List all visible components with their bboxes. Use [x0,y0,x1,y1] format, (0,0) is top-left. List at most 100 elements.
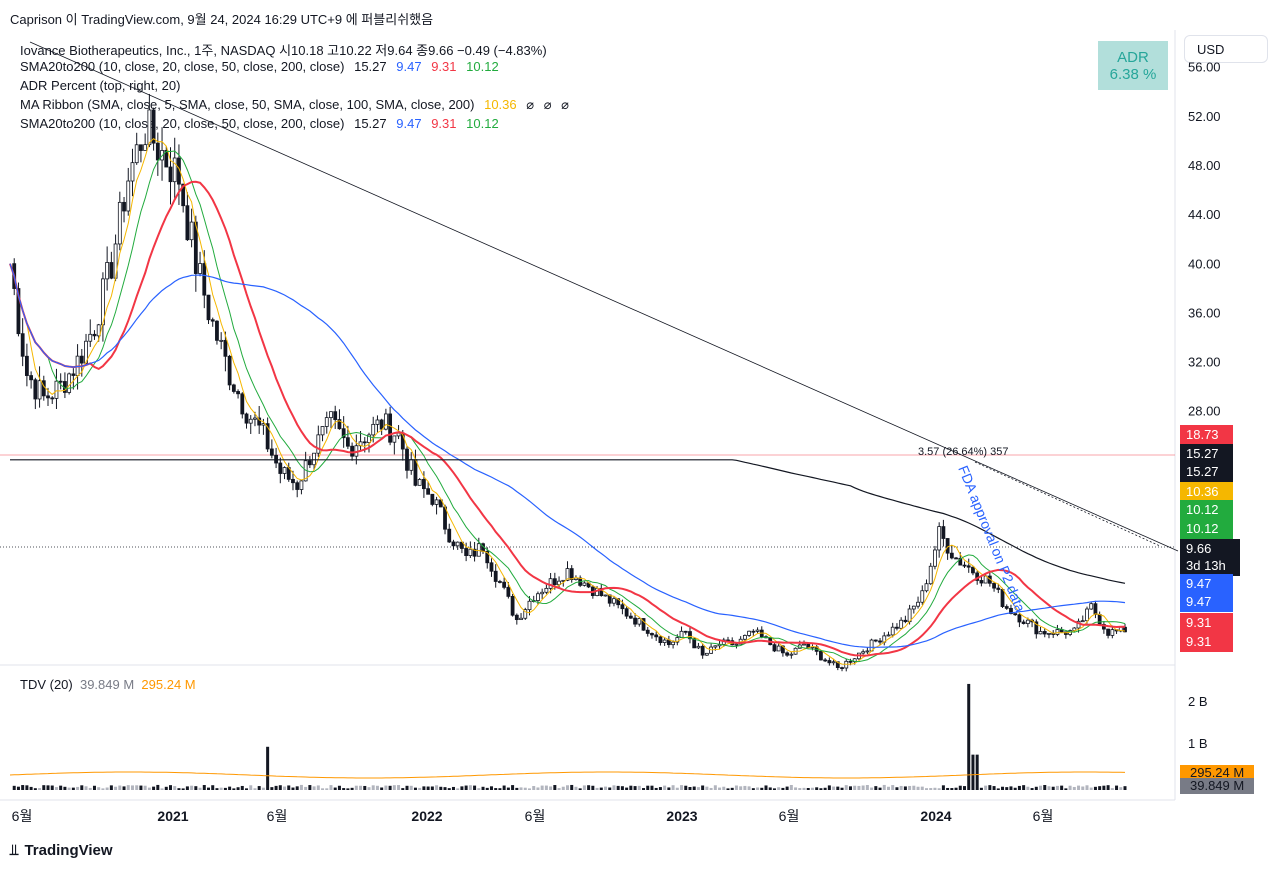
volume-bar [806,788,810,790]
candle-body [447,528,452,543]
volume-bar [680,785,684,790]
indicator-legend-sma-1[interactable]: SMA20to200 (10, close, 20, close, 50, cl… [20,59,505,74]
price-badge: 9.66 [1180,539,1240,559]
volume-bar [696,787,700,790]
volume-bar [92,785,96,790]
trendline-short [974,461,1161,547]
volume-bar [21,785,25,790]
candle-body [451,541,456,547]
candle-body [295,482,300,490]
candle-body [468,548,473,556]
time-tick-label: 2024 [920,808,951,824]
volume-bar [675,787,679,790]
value-sma200: 10.12 [466,116,499,131]
volume-bar [637,785,641,790]
volume-bar [726,788,730,790]
candle-body [755,629,760,632]
currency-button[interactable]: USD [1184,35,1268,63]
volume-bar [810,787,814,790]
volume-bar [346,788,350,790]
indicator-legend-sma-2[interactable]: SMA20to200 (10, close, 20, close, 50, cl… [20,116,505,131]
volume-bar [815,787,819,790]
candle-body [536,593,540,601]
tradingview-logo[interactable]: ⫫ TradingView [10,842,113,859]
indicator-legend-adr[interactable]: ADR Percent (top, right, 20) [20,78,181,93]
volume-bar [16,786,20,790]
symbol-legend[interactable]: Iovance Biotherapeutics, Inc., 1주, NASDA… [20,43,547,58]
candle-body [734,643,739,646]
candle-body [485,550,490,564]
candle-body [151,109,156,144]
volume-bar [418,787,422,790]
value-sma200: 10.12 [466,59,499,74]
volume-bar [287,785,291,790]
volume-bar [219,787,223,790]
candle-body [417,479,422,486]
candle-body [362,441,367,444]
candle-body [683,630,688,633]
volume-average-line [9,771,1126,779]
volume-bar [1106,785,1110,790]
candle-body [37,380,42,400]
volume-value-1: 39.849 M [79,677,135,692]
candle-body [312,452,316,466]
volume-bar [760,787,764,790]
volume-bar [971,754,975,790]
candle-body [865,650,870,653]
volume-bar [984,785,988,790]
volume-bar [608,787,612,790]
value-sma10: 15.27 [354,59,387,74]
volume-bar [1030,788,1034,790]
volume-bar [633,786,637,790]
volume-bar [1064,788,1068,790]
candle-body [1013,613,1018,616]
candle-body [413,459,418,486]
candle-body [316,434,321,454]
volume-bar [413,787,417,790]
volume-bar [692,786,696,790]
candle-body [603,594,608,597]
volume-bar [667,787,671,790]
candle-body [472,548,477,557]
volume-bar [468,785,472,790]
volume-bar [895,787,899,790]
volume-bar [975,754,979,790]
candle-body [54,380,59,399]
volume-bar [278,785,282,790]
candle-body [1110,629,1115,636]
volume-bar [198,787,202,790]
volume-legend[interactable]: TDV (20) 39.849 M 295.24 M [20,677,196,692]
volume-bar [152,786,156,790]
candle-body [662,639,667,643]
volume-bar [139,785,143,790]
volume-bar [578,788,582,790]
volume-bar [38,788,42,790]
time-tick-label: 6월 [779,808,800,824]
candle-body [79,355,84,364]
sma-50-line [9,263,1126,648]
candle-body [396,432,401,437]
volume-bar [342,788,346,790]
volume-bar [1123,786,1127,790]
value-sma50: 9.31 [431,59,457,74]
volume-bar [494,788,498,790]
candle-body [941,526,946,539]
candle-body [890,626,895,636]
indicator-legend-ribbon[interactable]: MA Ribbon (SMA, close, 5, SMA, close, 50… [20,97,575,113]
volume-bar [464,785,468,790]
volume-bar [211,785,215,790]
volume-bar [447,788,451,790]
volume-bar [50,785,54,790]
volume-bar [257,786,261,790]
volume-bar [253,788,257,790]
volume-bar [384,785,388,790]
candle-body [172,157,177,183]
volume-bar [143,785,147,790]
candle-body [1080,620,1085,623]
candle-body [122,201,126,212]
candle-body [540,591,545,595]
volume-bar [865,785,869,790]
candle-body [434,499,439,505]
volume-bar [114,786,118,790]
